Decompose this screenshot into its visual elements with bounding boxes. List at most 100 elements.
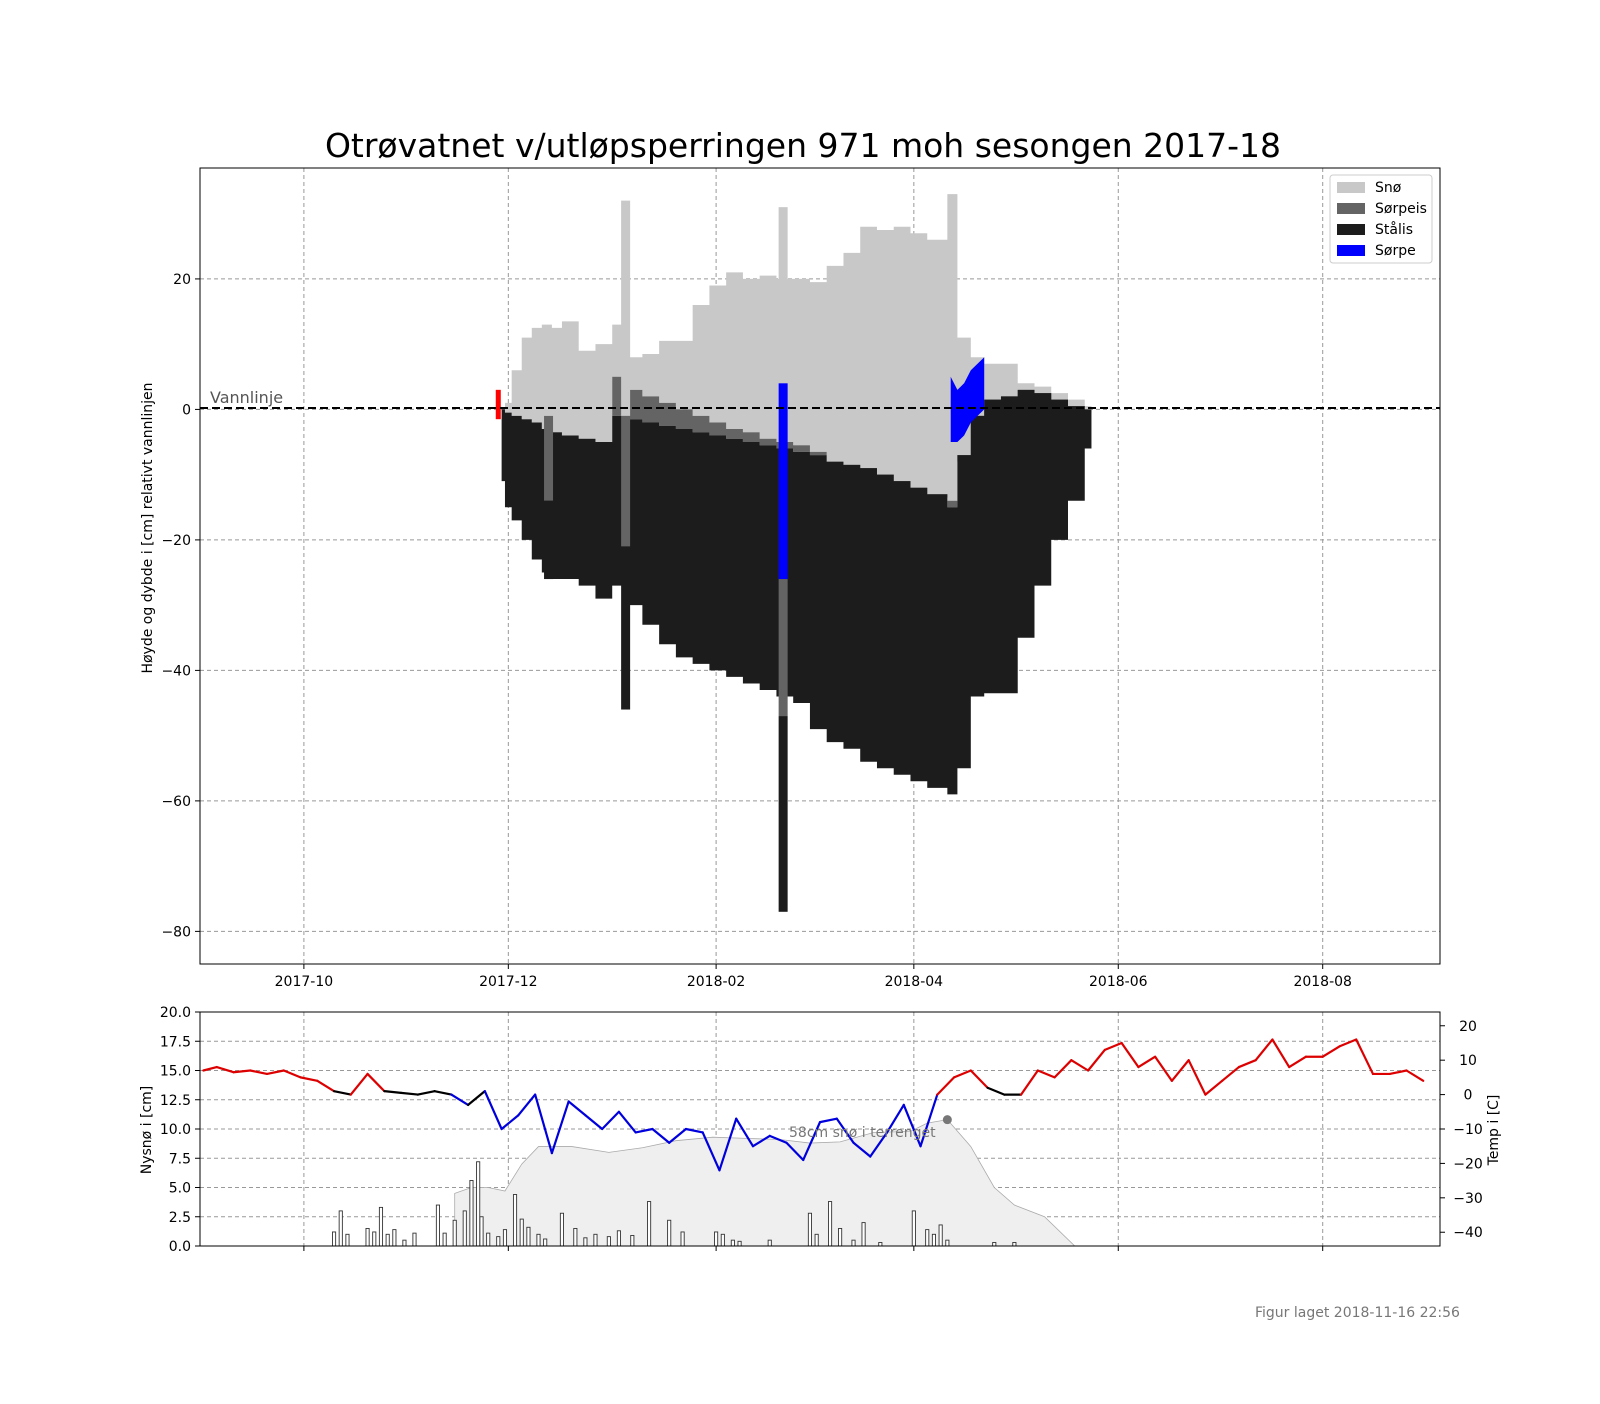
bottom-y-tick-label-right: −10 bbox=[1453, 1122, 1483, 1138]
slush-ice-layer bbox=[501, 376, 1092, 508]
snow-layer bbox=[501, 194, 1092, 501]
legend-swatch-sno bbox=[1337, 182, 1365, 193]
new-snow-bar bbox=[476, 1161, 481, 1247]
bottom-y-tick-label: 0.0 bbox=[169, 1239, 191, 1255]
new-snow-bar bbox=[714, 1231, 719, 1247]
top-frame bbox=[199, 167, 1441, 965]
temperature-segment bbox=[1137, 1055, 1157, 1069]
new-snow-bar bbox=[332, 1231, 337, 1247]
temperature-segment bbox=[232, 1069, 252, 1074]
temperature-segment bbox=[1187, 1059, 1207, 1096]
temperature-segment bbox=[885, 1103, 905, 1134]
temperature-segment bbox=[1388, 1069, 1408, 1076]
bottom-y-tick-label-right: 10 bbox=[1459, 1053, 1477, 1069]
top-x-tick-label: 2017-10 bbox=[275, 974, 334, 990]
ice-profile bbox=[495, 194, 1092, 912]
bottom-y-tick-label: 20.0 bbox=[160, 1005, 191, 1021]
temperature-segment bbox=[835, 1117, 855, 1144]
bottom-y-tick-label-right: −20 bbox=[1453, 1156, 1483, 1172]
top-y-tick-label: 0 bbox=[182, 402, 191, 418]
new-snow-bar bbox=[737, 1240, 742, 1247]
temperature-segment bbox=[919, 1093, 939, 1148]
new-snow-bar bbox=[730, 1239, 735, 1247]
temperature-segment bbox=[1204, 1079, 1224, 1096]
new-snow-bar bbox=[442, 1232, 447, 1247]
temperature-segment bbox=[634, 1127, 654, 1134]
temperature-segment bbox=[902, 1103, 922, 1148]
new-snow-bar bbox=[931, 1233, 936, 1247]
new-snow-bar bbox=[606, 1236, 611, 1247]
temperature-segment bbox=[1053, 1059, 1073, 1079]
new-snow-bar bbox=[1012, 1242, 1017, 1247]
legend: Snø Sørpeis Stålis Sørpe bbox=[1329, 174, 1433, 264]
new-snow-bar bbox=[412, 1232, 417, 1247]
bottom-y-tick-label: 10.0 bbox=[160, 1122, 191, 1138]
bottom-y-tick-label: 5.0 bbox=[169, 1181, 191, 1197]
top-x-tick-label: 2018-08 bbox=[1293, 974, 1352, 990]
new-snow-bar bbox=[828, 1201, 833, 1247]
bottom-y-tick-label-right: 0 bbox=[1464, 1088, 1473, 1104]
legend-swatch-sorpe bbox=[1337, 245, 1365, 256]
temperature-segment bbox=[852, 1141, 872, 1158]
legend-label-sno: Snø bbox=[1375, 180, 1402, 196]
temperature-segment bbox=[1338, 1038, 1358, 1048]
new-snow-bar bbox=[345, 1233, 350, 1247]
temperature-segment bbox=[668, 1127, 688, 1144]
new-snow-bar bbox=[378, 1206, 384, 1247]
bottom-y-label-right: Temp i [C] bbox=[1486, 1095, 1502, 1167]
temperature-segment bbox=[1271, 1038, 1291, 1069]
new-snow-bar bbox=[945, 1239, 950, 1247]
temperature-segment bbox=[299, 1076, 319, 1082]
steel-ice-layer bbox=[501, 389, 1092, 795]
ice-core-segment bbox=[778, 579, 788, 717]
new-snow-bar bbox=[616, 1230, 621, 1247]
new-snow-bar bbox=[911, 1210, 916, 1247]
new-snow-bar bbox=[526, 1226, 531, 1247]
legend-label-sorpeis: Sørpeis bbox=[1375, 201, 1427, 217]
temperature-segment bbox=[818, 1117, 838, 1124]
new-snow-bar bbox=[573, 1227, 578, 1247]
new-snow-bar bbox=[469, 1180, 474, 1247]
legend-item-sorpe: Sørpe bbox=[1337, 243, 1416, 259]
temperature-segment bbox=[349, 1072, 369, 1096]
new-snow-bar bbox=[680, 1231, 685, 1247]
new-snow-bar bbox=[365, 1227, 370, 1247]
temperature-segment bbox=[1221, 1065, 1241, 1082]
bottom-y-tick-label-right: 20 bbox=[1459, 1019, 1477, 1035]
temperature-segment bbox=[1237, 1059, 1257, 1069]
new-snow-bar bbox=[878, 1242, 883, 1247]
temperature-segment bbox=[399, 1091, 419, 1096]
top-y-label: Høyde og dybde i [cm] relativt vannlinje… bbox=[140, 382, 156, 673]
temperature-segment bbox=[1087, 1048, 1106, 1072]
bottom-y-tick-label: 2.5 bbox=[169, 1210, 191, 1226]
snow-annotation: 58cm snø i terrenget bbox=[789, 1125, 936, 1141]
legend-label-stalis: Stålis bbox=[1375, 221, 1413, 238]
temperature-segment bbox=[1355, 1038, 1375, 1076]
bottom-y-tick-label: 17.5 bbox=[160, 1034, 191, 1050]
new-snow-bar bbox=[630, 1235, 635, 1247]
bottom-axes: 20.0 17.5 15.0 12.5 10.0 7.5 5.0 2.5 0.0 20 10 0 −10… bbox=[160, 1005, 1483, 1255]
new-snow-bar bbox=[479, 1216, 484, 1247]
top-y-tick-label: −80 bbox=[161, 924, 191, 940]
temperature-segment bbox=[383, 1090, 403, 1094]
temperature-segment bbox=[1120, 1041, 1140, 1069]
bottom-y-tick-label: 12.5 bbox=[160, 1093, 191, 1109]
new-snow-bar bbox=[559, 1212, 564, 1247]
new-snow-bar bbox=[807, 1212, 812, 1247]
temperature-segment bbox=[986, 1086, 1006, 1096]
bottom-y-label-left: Nysnø i [cm] bbox=[139, 1086, 155, 1175]
top-x-tick-label: 2017-12 bbox=[479, 974, 538, 990]
new-snow-bar bbox=[720, 1233, 725, 1247]
bottom-y-tick-label: 15.0 bbox=[160, 1064, 191, 1080]
temperature-segment bbox=[517, 1093, 537, 1117]
new-snow-bar bbox=[814, 1233, 819, 1247]
temperature-segment bbox=[500, 1114, 520, 1131]
waterline-label: Vannlinje bbox=[210, 388, 283, 407]
temperature-segment bbox=[869, 1131, 889, 1158]
new-snow-bar bbox=[462, 1210, 467, 1247]
new-snow-bar bbox=[519, 1218, 524, 1247]
temperature-segment bbox=[567, 1100, 587, 1117]
temperature-segment bbox=[718, 1117, 738, 1172]
new-snow-bar bbox=[385, 1233, 390, 1247]
bottom-y-tick-label-right: −40 bbox=[1453, 1225, 1483, 1241]
